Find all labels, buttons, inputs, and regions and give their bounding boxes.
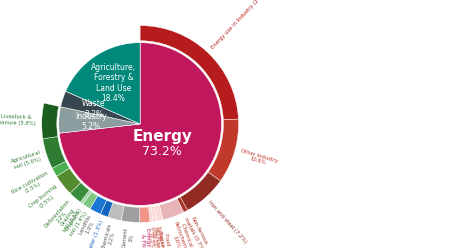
Text: Industry
5.2%: Industry 5.2%: [75, 112, 107, 131]
Text: Deforestation
2.2%: Deforestation 2.2%: [44, 198, 75, 232]
Text: Landfills
1.9%: Landfills 1.9%: [78, 214, 98, 238]
Text: Grazing
soil (0.5%): Grazing soil (0.5%): [57, 204, 82, 233]
Wedge shape: [42, 103, 59, 139]
Wedge shape: [159, 199, 184, 220]
Wedge shape: [70, 183, 90, 202]
Text: Energy use in Industry (24.2%): Energy use in Industry (24.2%): [210, 0, 270, 50]
Text: Rice cultivation
(1.5%): Rice cultivation (1.5%): [11, 170, 52, 200]
Text: Paper &
pulp (0.6%): Paper & pulp (0.6%): [150, 226, 166, 248]
Wedge shape: [90, 196, 107, 214]
Wedge shape: [83, 192, 98, 209]
Wedge shape: [154, 205, 163, 221]
Text: Crop burning
(3.5%): Crop burning (3.5%): [28, 184, 62, 214]
Wedge shape: [65, 43, 140, 124]
Wedge shape: [52, 161, 70, 176]
Wedge shape: [57, 168, 81, 193]
Wedge shape: [80, 190, 91, 204]
Wedge shape: [151, 206, 157, 221]
Text: Waste
3.2%: Waste 3.2%: [82, 99, 105, 119]
Wedge shape: [61, 91, 140, 124]
Text: Chemicals
2.2%: Chemicals 2.2%: [100, 223, 118, 248]
Text: Cropland
soil (1.4%): Cropland soil (1.4%): [64, 208, 88, 237]
Wedge shape: [177, 197, 188, 212]
Wedge shape: [43, 136, 66, 168]
Text: Chemical &
Petrochemical
3.6%: Chemical & Petrochemical 3.6%: [167, 219, 196, 248]
Wedge shape: [59, 43, 221, 205]
Wedge shape: [121, 206, 140, 222]
Text: Other industry
10.6%: Other industry 10.6%: [238, 148, 278, 169]
Text: Non-ferrous
metals (0.7%): Non-ferrous metals (0.7%): [183, 214, 210, 248]
Wedge shape: [108, 203, 124, 220]
Text: Machinery
(0.5%): Machinery (0.5%): [147, 226, 161, 248]
Wedge shape: [140, 26, 238, 120]
Text: Cement
3%: Cement 3%: [122, 227, 135, 248]
Wedge shape: [100, 200, 113, 217]
Wedge shape: [59, 107, 140, 133]
Text: Food &
tobacco (1%): Food & tobacco (1%): [155, 225, 173, 248]
Text: Iron and steel (7.2%): Iron and steel (7.2%): [208, 200, 248, 245]
Text: Energy in Agriculture
& Fishing (1.7%): Energy in Agriculture & Fishing (1.7%): [140, 227, 153, 248]
Text: 73.2%: 73.2%: [142, 145, 182, 158]
Text: Agriculture,
Forestry &
Land Use
18.4%: Agriculture, Forestry & Land Use 18.4%: [91, 63, 136, 103]
Text: Agricultural
soil (5.0%): Agricultural soil (5.0%): [10, 150, 43, 170]
Wedge shape: [180, 172, 220, 210]
Text: Livestock &
manure (5.8%): Livestock & manure (5.8%): [0, 114, 36, 126]
Wedge shape: [139, 207, 150, 222]
Wedge shape: [148, 207, 153, 222]
Wedge shape: [208, 119, 238, 181]
Text: Wastewater (1.3%): Wastewater (1.3%): [82, 220, 105, 248]
Text: Energy: Energy: [132, 129, 192, 144]
